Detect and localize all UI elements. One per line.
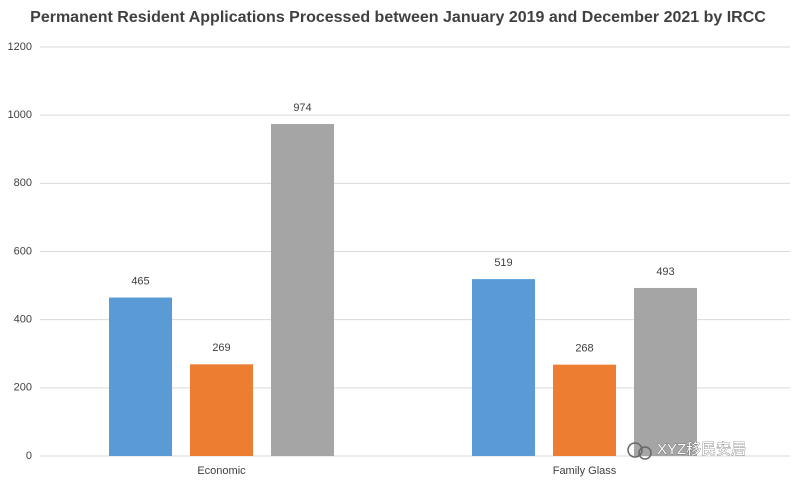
data-label: 268 <box>575 343 593 355</box>
bar <box>472 279 535 456</box>
bar <box>553 364 616 456</box>
plot-area: 0 200 400 600 800 1000 1200 Economic 465 269 974 Fa… <box>8 41 790 477</box>
watermark: XYZ移民安居 <box>657 441 746 458</box>
y-tick-label: 200 <box>14 382 32 394</box>
bar <box>190 364 253 456</box>
y-tick-label: 400 <box>14 314 32 326</box>
y-tick-label: 0 <box>26 450 32 462</box>
bar <box>109 297 172 456</box>
bar <box>634 287 697 456</box>
bar <box>271 124 334 457</box>
y-tick-label: 1200 <box>8 41 32 53</box>
x-tick-label: Family Glass <box>553 465 617 477</box>
chart-title: Permanent Resident Applications Processe… <box>30 9 766 26</box>
y-tick-label: 1000 <box>8 109 32 121</box>
y-tick-label: 600 <box>14 245 32 257</box>
watermark-icon <box>627 442 652 460</box>
data-label: 519 <box>494 257 512 269</box>
x-tick-label: Economic <box>197 465 246 477</box>
data-label: 974 <box>293 102 311 114</box>
data-label: 269 <box>212 342 230 354</box>
data-label: 465 <box>131 275 149 287</box>
data-label: 493 <box>656 266 674 278</box>
y-tick-label: 800 <box>14 177 32 189</box>
